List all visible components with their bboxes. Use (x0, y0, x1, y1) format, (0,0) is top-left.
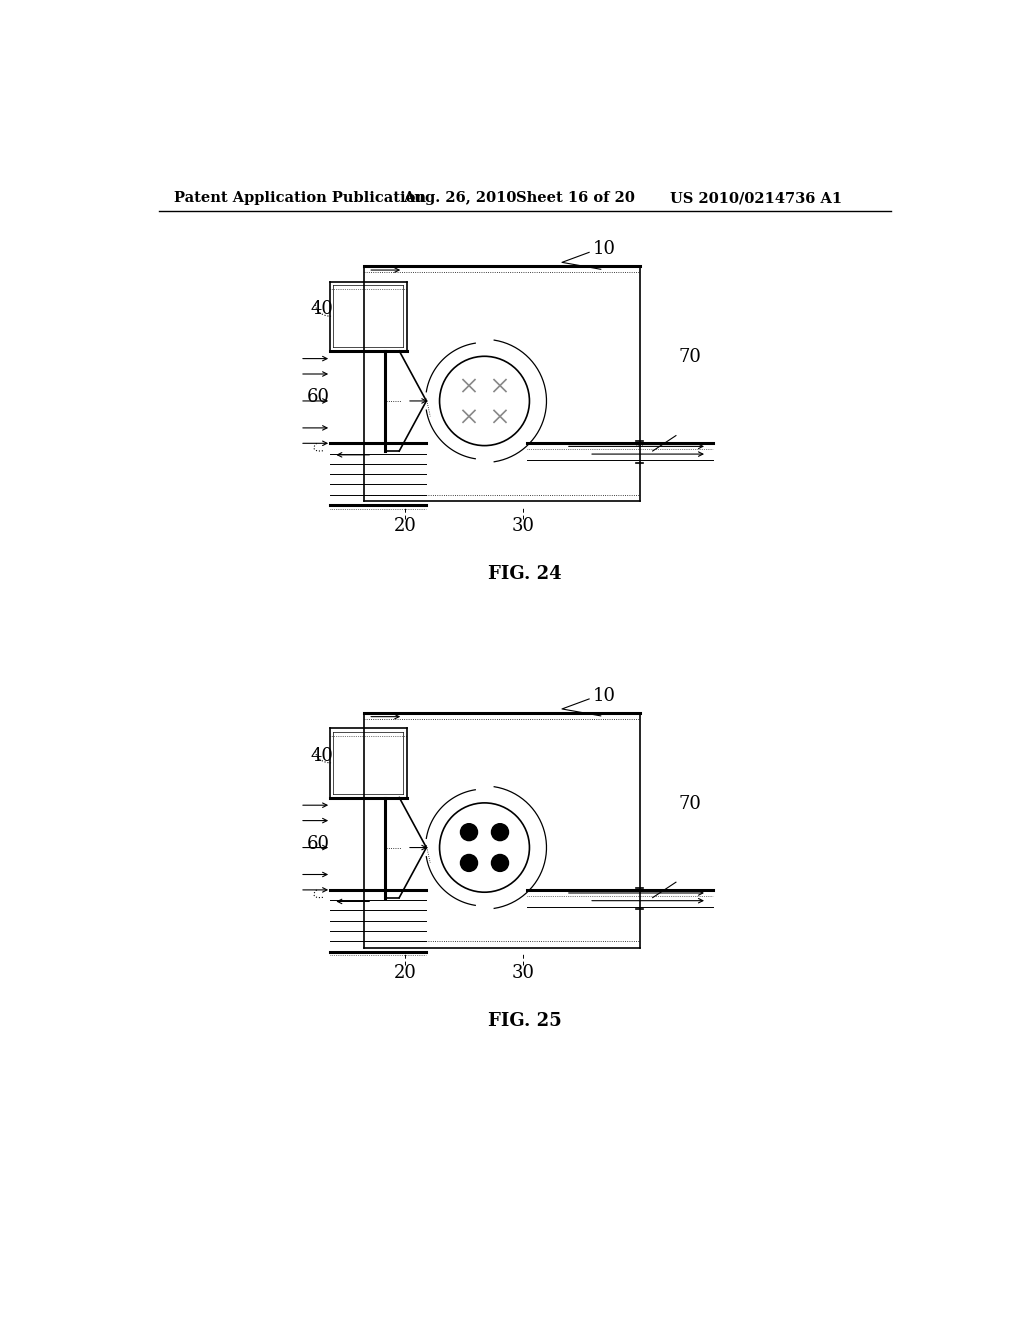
Text: 60: 60 (306, 834, 330, 853)
Text: 30: 30 (512, 964, 535, 982)
Text: US 2010/0214736 A1: US 2010/0214736 A1 (671, 191, 843, 206)
Text: 30: 30 (512, 517, 535, 536)
Text: Patent Application Publication: Patent Application Publication (174, 191, 427, 206)
Text: FIG. 25: FIG. 25 (487, 1012, 562, 1030)
Text: FIG. 24: FIG. 24 (488, 565, 561, 583)
Text: 20: 20 (394, 964, 417, 982)
Text: 40: 40 (311, 747, 334, 764)
Circle shape (492, 824, 509, 841)
Text: 60: 60 (306, 388, 330, 407)
Circle shape (492, 854, 509, 871)
Circle shape (461, 824, 477, 841)
Text: Aug. 26, 2010: Aug. 26, 2010 (403, 191, 516, 206)
Text: 40: 40 (311, 301, 334, 318)
Text: 70: 70 (678, 795, 701, 813)
Text: 70: 70 (678, 348, 701, 366)
Circle shape (439, 356, 529, 446)
Text: 10: 10 (593, 240, 616, 259)
Circle shape (439, 803, 529, 892)
Text: 20: 20 (394, 517, 417, 536)
Text: Sheet 16 of 20: Sheet 16 of 20 (515, 191, 635, 206)
Circle shape (461, 854, 477, 871)
Text: 10: 10 (593, 686, 616, 705)
